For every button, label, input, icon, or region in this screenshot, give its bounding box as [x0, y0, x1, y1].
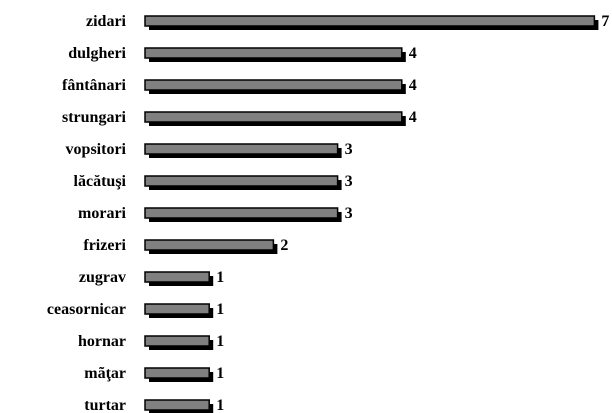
bar-morari	[144, 207, 339, 219]
category-label-morari: morari	[78, 205, 127, 222]
value-label-turtar: 1	[216, 397, 224, 413]
category-label-turtar: turtar	[84, 397, 126, 413]
value-label-lacatusi: 3	[345, 173, 353, 190]
bar-zidari	[144, 15, 596, 27]
category-label-dulgheri: dulgheri	[68, 45, 126, 62]
bar-matar	[144, 367, 210, 379]
bar-turtar	[144, 399, 210, 411]
value-label-matar: 1	[216, 365, 224, 382]
bar-frizeri	[144, 239, 275, 251]
value-label-frizeri: 2	[280, 237, 288, 254]
value-label-strungari: 4	[409, 109, 417, 126]
value-label-ceasornicar: 1	[216, 301, 224, 318]
category-labels: zidari dulgheri fântânari strungari vopsitor…	[47, 13, 127, 413]
category-label-vopsitori: vopsitori	[66, 141, 127, 158]
category-label-ceasornicar: ceasornicar	[47, 301, 126, 318]
value-label-zugrav: 1	[216, 269, 224, 286]
category-label-frizeri: frizeri	[83, 237, 126, 254]
category-label-matar: mãţar	[84, 365, 126, 382]
bar-vopsitori	[144, 143, 339, 155]
bar-fantanari	[144, 79, 403, 91]
bar-lacatusi	[144, 175, 339, 187]
bar-hornar	[144, 335, 210, 347]
value-label-dulgheri: 4	[409, 45, 417, 62]
category-label-lacatusi: lăcătuşi	[74, 173, 127, 190]
value-label-zidari: 7	[601, 13, 609, 30]
category-label-zugrav: zugrav	[79, 269, 126, 286]
value-label-fantanari: 4	[409, 77, 417, 94]
value-label-vopsitori: 3	[345, 141, 353, 158]
bar-strungari	[144, 111, 403, 123]
value-labels: 7 4 4 4 3 3 3 2 1 1 1 1 1	[216, 13, 609, 413]
category-label-zidari: zidari	[86, 13, 127, 30]
bar-ceasornicar	[144, 303, 210, 315]
value-label-morari: 3	[345, 205, 353, 222]
category-label-hornar: hornar	[78, 333, 126, 350]
bars	[144, 15, 599, 413]
bar-zugrav	[144, 271, 210, 283]
value-label-hornar: 1	[216, 333, 224, 350]
bar-dulgheri	[144, 47, 403, 59]
category-label-strungari: strungari	[62, 109, 127, 126]
category-label-fantanari: fântânari	[62, 77, 127, 94]
